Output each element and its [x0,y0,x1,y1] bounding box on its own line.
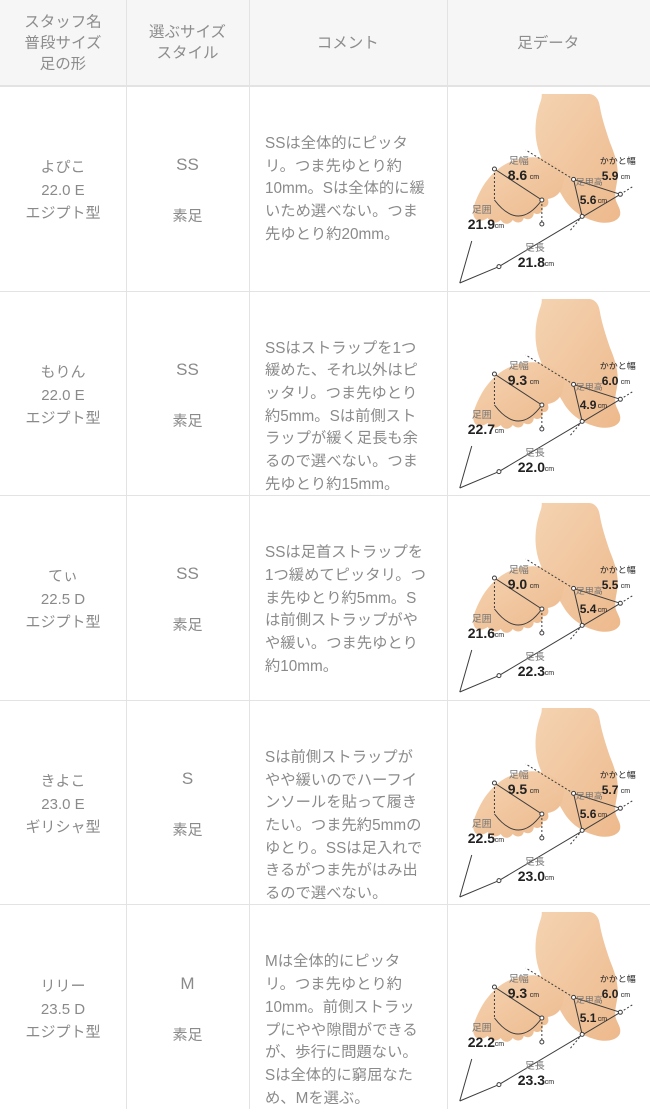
svg-text:cm: cm [598,607,608,614]
svg-text:cm: cm [545,261,555,268]
svg-text:cm: cm [598,1016,608,1023]
svg-text:cm: cm [598,198,608,205]
svg-text:6.0: 6.0 [602,374,619,388]
svg-text:かかと幅: かかと幅 [600,565,636,575]
svg-text:23.3: 23.3 [518,1072,545,1088]
svg-text:足長: 足長 [525,652,545,663]
svg-text:足囲: 足囲 [472,205,492,216]
svg-text:22.5: 22.5 [468,830,495,846]
svg-text:21.9: 21.9 [468,216,495,232]
svg-text:9.3: 9.3 [508,372,528,388]
svg-text:6.0: 6.0 [602,987,619,1001]
svg-text:5.9: 5.9 [602,169,619,183]
svg-text:22.2: 22.2 [468,1034,495,1050]
svg-text:cm: cm [545,1079,555,1086]
svg-text:5.4: 5.4 [580,602,597,616]
svg-text:5.1: 5.1 [580,1011,597,1025]
svg-text:21.6: 21.6 [468,625,495,641]
svg-text:足長: 足長 [525,243,545,254]
svg-text:かかと幅: かかと幅 [600,361,636,371]
svg-text:cm: cm [621,583,631,590]
svg-text:足長: 足長 [525,857,545,868]
svg-text:cm: cm [621,788,631,795]
svg-text:cm: cm [598,812,608,819]
svg-text:cm: cm [530,992,540,999]
svg-text:足幅: 足幅 [509,974,529,985]
svg-text:かかと幅: かかと幅 [600,770,636,780]
svg-text:足幅: 足幅 [509,770,529,781]
svg-text:足囲: 足囲 [472,614,492,625]
svg-text:cm: cm [495,223,505,230]
svg-text:22.7: 22.7 [468,421,495,437]
svg-text:かかと幅: かかと幅 [600,156,636,166]
svg-text:21.8: 21.8 [518,254,545,270]
svg-text:足囲: 足囲 [472,819,492,830]
svg-text:cm: cm [530,583,540,590]
svg-text:cm: cm [545,466,555,473]
svg-text:22.0: 22.0 [518,459,545,475]
svg-text:cm: cm [530,788,540,795]
svg-text:足幅: 足幅 [509,156,529,167]
svg-text:4.9: 4.9 [580,398,597,412]
svg-text:9.3: 9.3 [508,985,528,1001]
svg-text:22.3: 22.3 [518,663,545,679]
svg-text:5.6: 5.6 [580,807,597,821]
svg-text:cm: cm [621,379,631,386]
svg-text:足甲高: 足甲高 [576,995,603,1005]
svg-text:cm: cm [495,1041,505,1048]
svg-text:足甲高: 足甲高 [576,586,603,596]
svg-text:足長: 足長 [525,1061,545,1072]
svg-text:かかと幅: かかと幅 [600,974,636,984]
svg-text:cm: cm [530,174,540,181]
svg-text:9.5: 9.5 [508,781,528,797]
svg-text:cm: cm [545,875,555,882]
svg-text:cm: cm [495,837,505,844]
svg-text:足長: 足長 [525,448,545,459]
svg-text:cm: cm [495,428,505,435]
svg-text:足幅: 足幅 [509,565,529,576]
svg-text:5.6: 5.6 [580,193,597,207]
svg-text:足囲: 足囲 [472,1023,492,1034]
svg-text:cm: cm [545,670,555,677]
svg-text:cm: cm [598,403,608,410]
svg-text:8.6: 8.6 [508,167,528,183]
svg-text:cm: cm [495,632,505,639]
svg-text:足甲高: 足甲高 [576,791,603,801]
svg-text:5.7: 5.7 [602,783,619,797]
svg-text:9.0: 9.0 [508,576,528,592]
svg-text:足幅: 足幅 [509,361,529,372]
svg-text:足甲高: 足甲高 [576,177,603,187]
svg-text:cm: cm [621,174,631,181]
svg-text:5.5: 5.5 [602,578,619,592]
svg-text:23.0: 23.0 [518,868,545,884]
svg-text:足甲高: 足甲高 [576,382,603,392]
svg-text:足囲: 足囲 [472,410,492,421]
svg-text:cm: cm [530,379,540,386]
svg-text:cm: cm [621,992,631,999]
